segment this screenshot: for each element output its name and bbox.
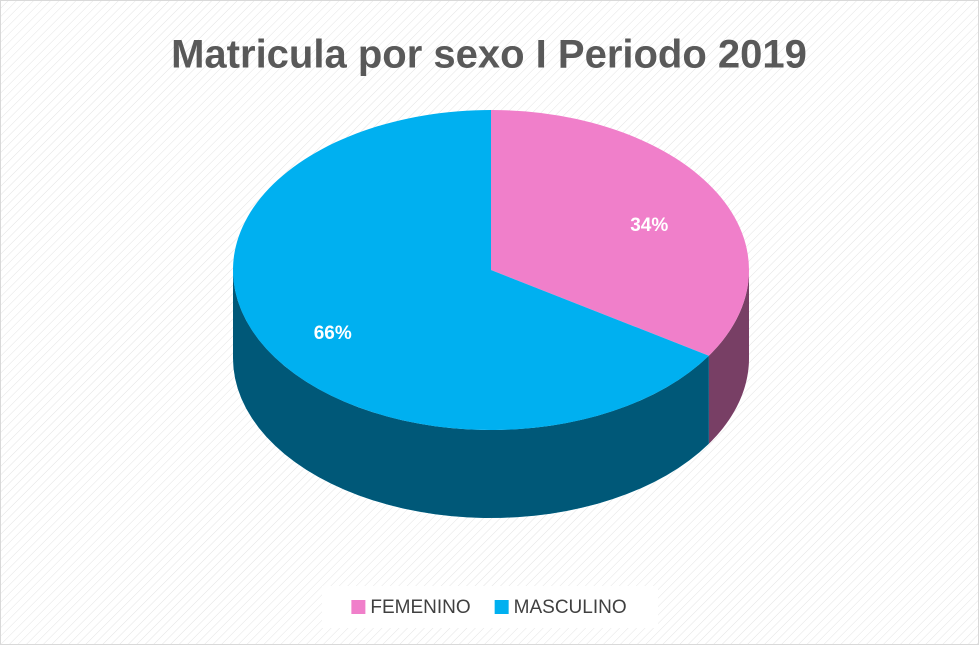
side-shade <box>233 270 709 518</box>
legend-swatch <box>494 600 509 614</box>
side-shade <box>708 270 749 444</box>
legend-label: MASCULINO <box>514 597 627 618</box>
chart-title: Matricula por sexo I Periodo 2019 <box>171 33 807 77</box>
data-label: 66% <box>314 323 352 344</box>
pie <box>233 110 749 518</box>
slice <box>491 110 749 356</box>
slice <box>233 110 709 430</box>
legend-swatch <box>351 600 366 614</box>
legend-label: FEMENINO <box>370 597 470 618</box>
legend-background <box>322 586 658 628</box>
data-label: 34% <box>630 215 668 236</box>
legend: FEMENINO MASCULINO <box>351 597 627 618</box>
